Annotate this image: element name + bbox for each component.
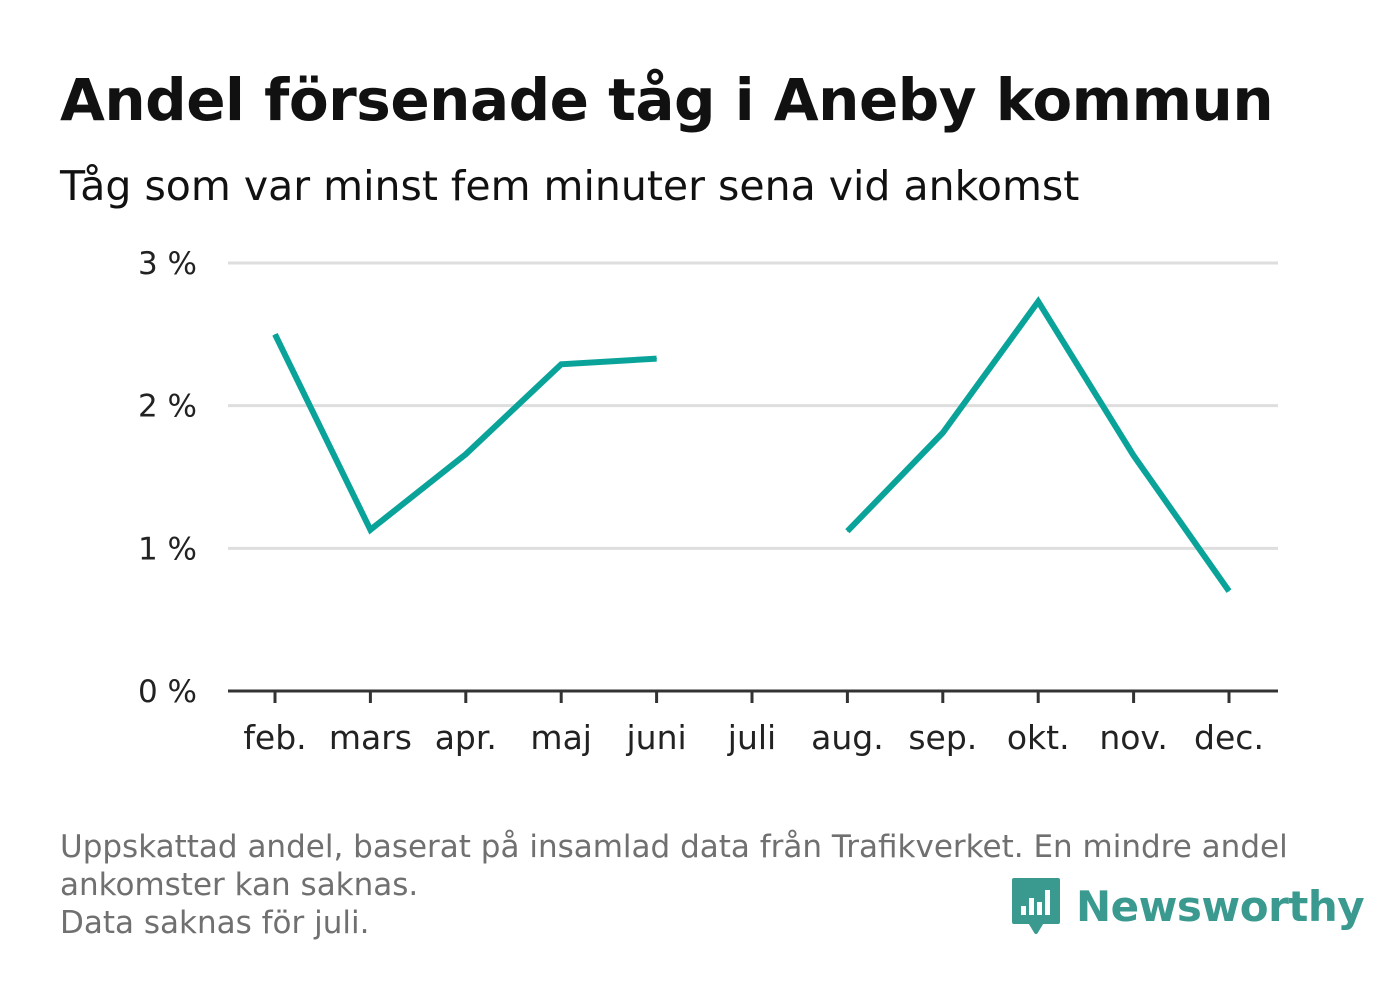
x-tick-label-2: apr. bbox=[435, 718, 497, 757]
y-tick-label-3: 3 % bbox=[138, 246, 197, 282]
data-point-sep bbox=[942, 432, 944, 434]
data-point-dec bbox=[1228, 590, 1230, 592]
footnote-line-1: Uppskattad andel, baserat på insamlad da… bbox=[60, 829, 1288, 865]
x-tick-label-8: okt. bbox=[1007, 718, 1070, 757]
data-point-mars bbox=[369, 529, 371, 531]
y-tick-label-2: 2 % bbox=[138, 389, 197, 425]
newsworthy-logo-icon bbox=[1012, 878, 1060, 934]
newsworthy-logo: Newsworthy bbox=[1010, 876, 1365, 936]
footnote-line-3: Data saknas för juli. bbox=[60, 905, 370, 941]
data-point-maj bbox=[560, 363, 562, 365]
data-point-aug bbox=[846, 530, 848, 532]
footnote-line-2: ankomster kan saknas. bbox=[60, 867, 419, 903]
x-tick-label-7: sep. bbox=[908, 718, 977, 757]
x-tick-label-1: mars bbox=[329, 718, 412, 757]
x-tick-label-9: nov. bbox=[1099, 718, 1168, 757]
line-chart: 0 % 1 % 2 % 3 % feb. mars apr. maj juni juli aug.… bbox=[138, 246, 1278, 757]
data-point-feb bbox=[274, 333, 276, 335]
chart-title: Andel försenade tåg i Aneby kommun bbox=[60, 66, 1274, 134]
series-0-segment-0 bbox=[272, 333, 657, 535]
x-tick-label-0: feb. bbox=[243, 718, 306, 757]
chart-subtitle: Tåg som var minst fem minuter sena vid a… bbox=[60, 162, 1080, 210]
data-point-apr bbox=[465, 453, 467, 455]
data-point-okt bbox=[1037, 301, 1039, 303]
brand-name: Newsworthy bbox=[1076, 881, 1365, 931]
gridlines bbox=[228, 261, 1278, 550]
x-tick-label-10: dec. bbox=[1194, 718, 1264, 757]
y-tick-label-0: 0 % bbox=[138, 674, 197, 710]
x-tick-label-3: maj bbox=[530, 718, 592, 757]
x-tick-label-5: juli bbox=[727, 718, 776, 757]
x-tick-label-6: aug. bbox=[811, 718, 884, 757]
y-axis-ticks: 0 % 1 % 2 % 3 % bbox=[138, 246, 197, 710]
data-point-juni bbox=[656, 358, 658, 360]
y-tick-label-1: 1 % bbox=[138, 531, 197, 567]
x-tick-label-4: juni bbox=[626, 718, 687, 757]
x-axis: feb. mars apr. maj juni juli aug. sep. okt. nov. d… bbox=[228, 689, 1278, 757]
data-point-nov bbox=[1133, 455, 1135, 457]
footnote: Uppskattad andel, baserat på insamlad da… bbox=[60, 828, 1320, 942]
series-lines bbox=[272, 296, 1232, 593]
